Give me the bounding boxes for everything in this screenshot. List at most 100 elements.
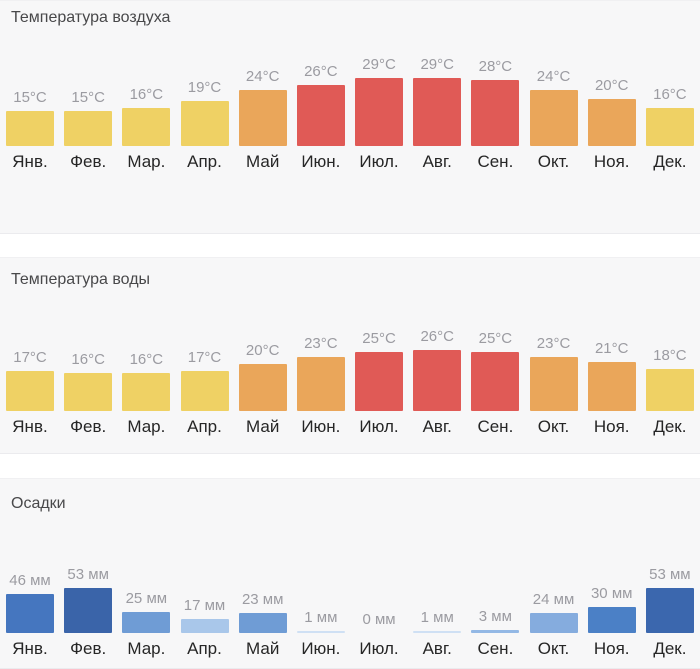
bar-column: 16°C Фев. [64,290,113,438]
bar-column: 26°C Июн. [296,28,345,173]
bar-value-label: 29°C [420,56,454,73]
section-precipitation: Осадки 46 мм Янв. 53 мм Фев. 25 мм Мар. 17 мм А… [0,478,700,669]
bar-value-label: 26°C [420,328,454,345]
bar [238,364,287,411]
month-label: Май [246,417,280,436]
bar-column: 0 мм Июл. [355,514,403,660]
bar [180,619,229,633]
bar-column: 1 мм Июн. [296,514,345,660]
bar [180,371,229,411]
bar [645,108,694,146]
bar-value-label: 23 мм [241,591,284,608]
bar-column: 20°C Ноя. [587,28,636,173]
bar-column: 53 мм Фев. [64,514,113,660]
bar [122,612,171,633]
bar [529,90,578,146]
bar-value-label: 53 мм [649,566,691,583]
month-label: Фев. [70,639,107,658]
month-label: Июл. [359,152,399,171]
section-title-precipitation: Осадки [11,495,66,512]
bar-value-label: 17°C [187,349,222,366]
month-label: Авг. [422,639,452,658]
month-label: Ноя. [593,639,630,658]
bar-value-label: 1 мм [304,609,338,626]
section-title-air-temperature: Температура воздуха [11,9,171,26]
bar-column: 26°C Авг. [413,290,462,438]
bar [413,631,462,633]
bar-column: 17 мм Апр. [180,514,229,660]
bar-value-label: 26°C [304,63,338,80]
bar-column: 53 мм Дек. [645,514,694,660]
bar-column: 1 мм Авг. [413,514,462,660]
month-label: Сен. [477,417,514,436]
bar-value-label: 0 мм [362,611,396,628]
month-label: Янв. [12,417,48,436]
bar [471,352,520,411]
bar-column: 25°C Сен. [471,290,520,438]
month-label: Фев. [70,152,107,171]
bar-column: 46 мм Янв. [6,514,54,660]
bar-column: 16°C Мар. [122,290,171,438]
bar-column: 19°C Апр. [180,28,229,173]
bar-value-label: 46 мм [9,572,51,589]
month-label: Дек. [653,639,687,658]
month-label: Июл. [359,417,399,436]
month-label: Дек. [653,152,687,171]
bar-value-label: 16°C [129,86,164,103]
month-label: Ноя. [593,152,630,171]
bar-value-label: 25°C [478,330,513,347]
bar [180,101,229,146]
bar [529,357,578,411]
bar [587,607,636,633]
month-label: Мар. [127,152,166,171]
bar [6,594,54,633]
month-label: Сен. [477,152,514,171]
bar-value-label: 25 мм [125,590,168,607]
bar-value-label: 25°C [362,330,396,347]
bar-value-label: 28°C [478,58,513,75]
bar-value-label: 23°C [536,335,571,352]
bar-column: 3 мм Сен. [471,514,520,660]
bar-column: 17°C Янв. [6,290,54,438]
bar [296,631,345,633]
bar [355,352,404,411]
bar-column: 24 мм Окт. [529,514,578,660]
bar-value-label: 24 мм [532,591,575,608]
month-label: Окт. [537,152,570,171]
month-label: Апр. [187,152,222,171]
bar [355,78,404,146]
bar [587,99,636,146]
bar-value-label: 16°C [71,351,105,368]
month-label: Янв. [12,152,48,171]
bar-column: 18°C Дек. [645,290,694,438]
section-water-temperature: Температура воды 17°C Янв. 16°C Фев. 16°C Мар… [0,257,700,454]
month-label: Янв. [12,639,48,658]
section-air-temperature: Температура воздуха 15°C Янв. 15°C Фев. 16°C… [0,0,700,234]
bar-value-label: 16°C [129,351,164,368]
bar-column: 24°C Май [238,28,287,173]
bar [64,373,113,411]
bar [238,90,287,146]
bar-value-label: 23°C [304,335,338,352]
bar-column: 17°C Апр. [180,290,229,438]
bar-value-label: 16°C [653,86,687,103]
bar-value-label: 20°C [594,77,629,94]
bar-value-label: 17 мм [183,597,226,614]
bar [471,630,520,633]
bar-value-label: 1 мм [420,609,454,626]
month-label: Окт. [537,639,570,658]
bar-value-label: 53 мм [67,566,109,583]
bar-value-label: 30 мм [590,585,633,602]
bar-value-label: 19°C [187,79,222,96]
bar [122,373,171,411]
month-label: Ноя. [593,417,630,436]
month-label: Май [246,152,280,171]
month-label: Дек. [653,417,687,436]
bar-value-label: 29°C [362,56,396,73]
bar [413,350,462,411]
month-label: Апр. [187,639,222,658]
bar [6,371,54,411]
bar [238,613,287,633]
bar-column: 15°C Фев. [64,28,113,173]
month-label: Июн. [301,417,341,436]
